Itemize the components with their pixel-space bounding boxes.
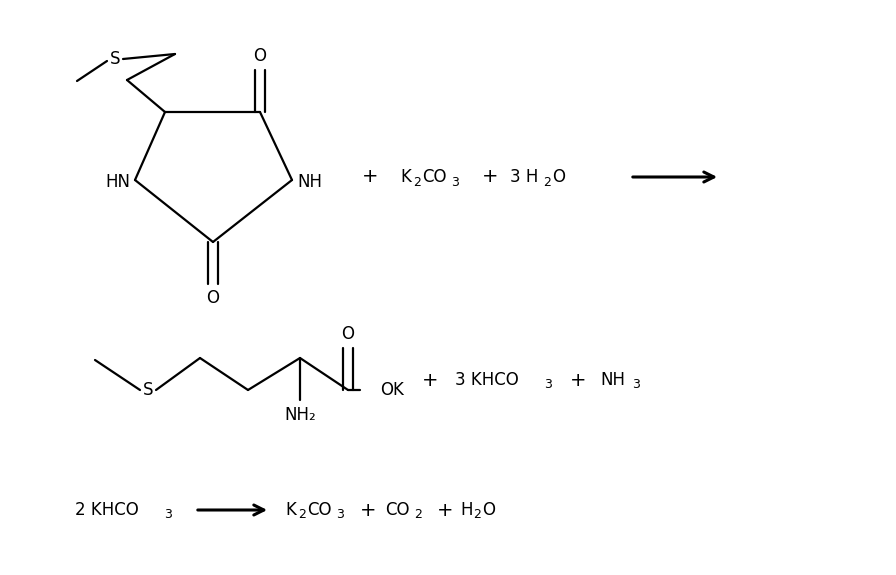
- Text: O: O: [206, 289, 220, 307]
- Text: S: S: [142, 381, 153, 399]
- Text: +: +: [436, 500, 453, 519]
- Text: 3: 3: [544, 378, 552, 392]
- Text: +: +: [362, 167, 378, 186]
- Text: H: H: [460, 501, 472, 519]
- Text: 2: 2: [473, 508, 481, 522]
- Text: +: +: [360, 500, 376, 519]
- Text: K: K: [400, 168, 411, 186]
- Text: K: K: [285, 501, 296, 519]
- Text: S: S: [109, 50, 120, 68]
- Text: HN: HN: [105, 173, 130, 191]
- Text: 3 H: 3 H: [510, 168, 538, 186]
- Text: O: O: [482, 501, 495, 519]
- Text: 2: 2: [298, 508, 306, 522]
- Text: 3: 3: [336, 508, 344, 522]
- Text: +: +: [422, 370, 438, 389]
- Text: 2: 2: [413, 175, 421, 189]
- Text: O: O: [254, 47, 266, 65]
- Text: NH₂: NH₂: [284, 406, 316, 424]
- Text: O: O: [552, 168, 565, 186]
- Text: 3 KHCO: 3 KHCO: [455, 371, 519, 389]
- Text: +: +: [570, 370, 586, 389]
- Text: CO: CO: [422, 168, 446, 186]
- Text: 2: 2: [414, 508, 422, 522]
- Text: NH: NH: [297, 173, 322, 191]
- Text: 2: 2: [543, 175, 551, 189]
- Text: O: O: [341, 325, 355, 343]
- Text: 3: 3: [632, 378, 640, 392]
- Text: CO: CO: [385, 501, 409, 519]
- Text: CO: CO: [307, 501, 332, 519]
- Text: 3: 3: [451, 175, 459, 189]
- Text: NH: NH: [600, 371, 625, 389]
- Text: OK: OK: [380, 381, 404, 399]
- Text: +: +: [482, 167, 498, 186]
- Text: 2 KHCO: 2 KHCO: [75, 501, 139, 519]
- Text: 3: 3: [164, 508, 172, 522]
